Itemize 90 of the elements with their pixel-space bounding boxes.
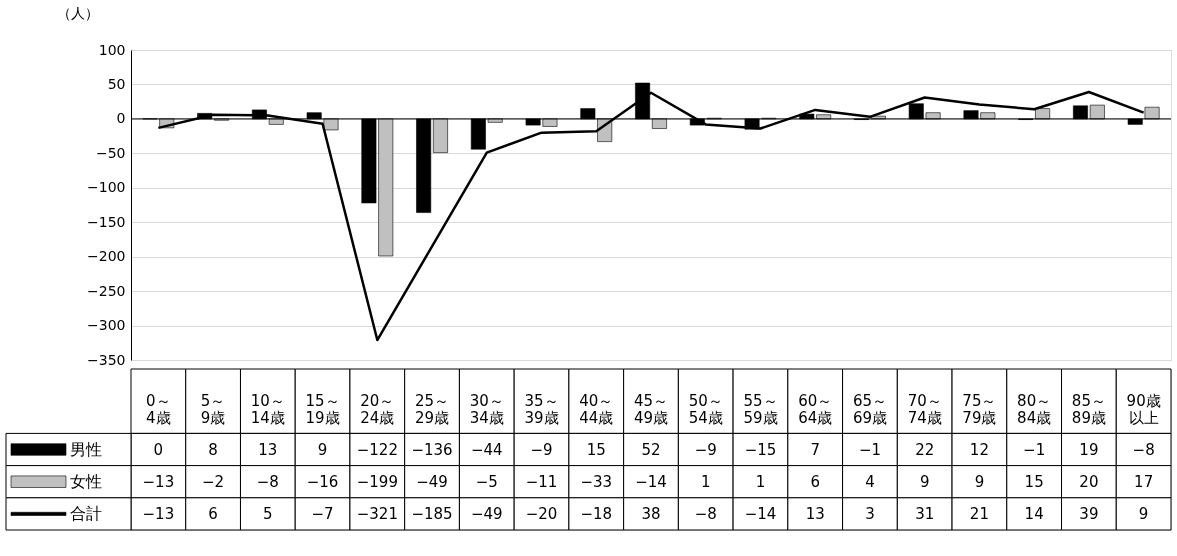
y-tick-label: −100 [87,179,126,196]
data-label: −33 [580,472,613,491]
data-label: 13 [805,504,825,523]
data-label: −122 [356,440,398,459]
data-label: 6 [208,504,218,523]
data-label: 13 [258,440,278,459]
data-label: −1 [1023,440,1046,459]
data-label: 12 [969,440,989,459]
x-tick-label: 10～14歳 [250,392,285,428]
data-label: −8 [1132,440,1155,459]
x-tick-label: 15～19歳 [305,392,340,428]
data-label: 21 [969,504,989,523]
x-tick-label: 40～44歳 [579,392,614,428]
data-label: 9 [1138,504,1149,523]
x-tick-label: 45～49歳 [633,392,669,428]
data-label: 39 [1079,504,1099,523]
data-label: 17 [1134,472,1154,491]
x-tick-label: 0～4歳 [146,392,171,428]
data-label: −44 [470,440,503,459]
data-label: 8 [208,440,218,459]
legend-label: 男性 [70,439,102,459]
data-label: 22 [915,440,935,459]
data-label: 3 [865,504,875,523]
data-label: −20 [525,504,558,523]
y-axis-title: （人） [56,4,99,21]
data-label: 1 [755,472,766,491]
x-tick-label: 85～89歳 [1071,392,1106,428]
data-label: −1 [858,440,882,459]
data-label: 6 [810,472,820,491]
data-label: −136 [411,440,453,459]
x-tick-label: 75～79歳 [962,392,997,428]
data-label: 14 [1024,504,1044,523]
data-label: 1 [700,472,711,491]
y-tick-label: −350 [87,351,126,368]
data-label: −16 [306,472,339,491]
data-label: 7 [810,440,820,459]
data-label: −11 [525,472,558,491]
data-label: 19 [1079,440,1099,459]
legend-label: 合計 [70,503,102,523]
x-tick-label: 70～74歳 [907,392,942,428]
data-label: −14 [635,472,667,491]
data-label: 15 [1024,472,1044,491]
data-label: −15 [744,440,777,459]
legend-label: 女性 [70,471,102,491]
y-tick-label: 100 [98,41,126,58]
x-tick-label: 50～54歳 [688,392,723,428]
data-label: 9 [317,440,328,459]
data-label: −185 [411,504,453,523]
x-tick-label: 80～84歳 [1017,392,1052,428]
data-label: −321 [356,504,398,523]
data-label: 4 [865,472,875,491]
y-tick-label: −200 [87,248,126,265]
data-label: −7 [311,504,334,523]
data-label: −9 [694,440,717,459]
data-label: −8 [256,472,279,491]
data-label: 5 [263,504,273,523]
data-label: 15 [586,440,606,459]
data-label: 0 [153,440,164,459]
data-label: 20 [1079,472,1099,491]
data-label: 9 [974,472,985,491]
data-label: −14 [744,504,777,523]
data-label: 38 [641,504,661,523]
data-label: −18 [580,504,613,523]
data-label: −2 [202,472,225,491]
data-label: 9 [919,472,930,491]
x-tick-label: 35～39歳 [524,392,559,428]
x-tick-label: 20～24歳 [360,392,395,428]
data-label: −13 [142,504,175,523]
data-label: 52 [641,440,661,459]
data-label: −13 [142,472,175,491]
x-tick-label: 55～59歳 [743,392,778,428]
data-label: −49 [416,472,448,491]
x-tick-label: 65～69歳 [852,392,887,428]
y-tick-label: 0 [116,110,126,127]
data-label: −49 [470,504,503,523]
data-label: 31 [915,504,935,523]
y-tick-label: 50 [107,75,126,92]
y-tick-label: −150 [87,213,126,230]
y-tick-label: −50 [95,144,126,161]
x-tick-label: 30～34歳 [469,392,504,428]
data-label: −5 [475,472,498,491]
x-tick-label: 25～29歳 [415,392,450,428]
y-tick-label: −250 [87,282,126,299]
x-tick-label: 5～9歳 [200,392,226,428]
data-label: −8 [694,504,717,523]
data-label: −199 [356,472,398,491]
x-tick-label: 90歳以上 [1126,392,1161,428]
data-label: −9 [530,440,553,459]
y-tick-label: −300 [87,317,126,334]
x-tick-label: 60～64歳 [798,392,833,428]
